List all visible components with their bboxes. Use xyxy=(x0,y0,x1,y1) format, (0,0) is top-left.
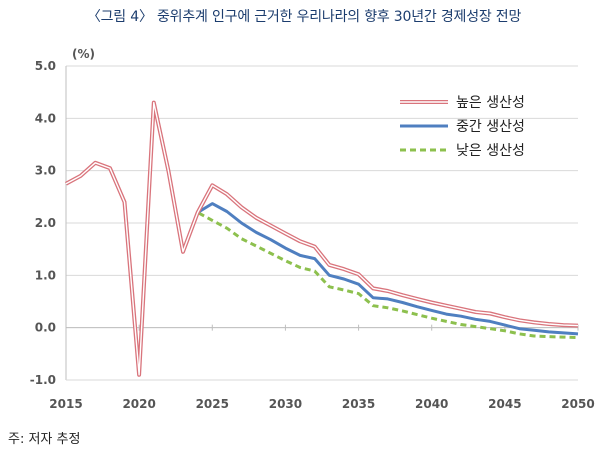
legend-label: 낮은 생산성 xyxy=(456,143,525,159)
chart-title: 〈그림 4〉 중위추계 인구에 근거한 우리나라의 향후 30년간 경제성장 전… xyxy=(86,9,522,25)
x-tick-label: 2045 xyxy=(488,397,521,411)
x-tick-label: 2015 xyxy=(49,397,82,411)
series-line-high-inner xyxy=(65,101,579,376)
x-tick-label: 2050 xyxy=(561,397,594,411)
y-tick-label: 5.0 xyxy=(35,59,56,73)
legend-label: 중간 생산성 xyxy=(456,119,525,135)
y-tick-label: 3.0 xyxy=(35,164,56,178)
x-tick-label: 2020 xyxy=(122,397,155,411)
x-tick-label: 2035 xyxy=(342,397,375,411)
y-tick-label: -1.0 xyxy=(30,373,56,387)
series-line-low xyxy=(65,101,579,377)
series-lines xyxy=(65,100,579,377)
y-tick-label: 1.0 xyxy=(35,268,56,282)
y-tick-label: 2.0 xyxy=(35,216,56,230)
x-tick-label: 2030 xyxy=(269,397,302,411)
source-note: 주: 저자 추정 xyxy=(8,432,81,447)
x-tick-label: 2025 xyxy=(196,397,229,411)
x-tick-label: 2040 xyxy=(415,397,448,411)
axes: -1.0 0.0 1.0 2.0 3.0 4.0 5.0 2015 2020 2025 2030 20… xyxy=(30,59,595,411)
legend-label: 높은 생산성 xyxy=(456,95,525,111)
line-chart: -1.0 0.0 1.0 2.0 3.0 4.0 5.0 2015 2020 2025 2030 20… xyxy=(30,47,595,411)
y-tick-label: 4.0 xyxy=(35,111,56,125)
y-tick-label: 0.0 xyxy=(35,321,56,335)
y-unit-label: (%) xyxy=(72,47,95,61)
